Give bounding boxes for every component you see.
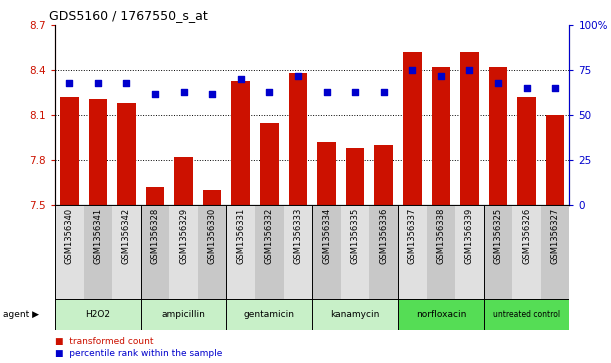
Point [64, 80, 74, 86]
Bar [431, 67, 450, 205]
Point [551, 85, 560, 91]
Point [379, 89, 389, 95]
Point [150, 91, 160, 97]
Bar [117, 103, 136, 205]
Point [236, 76, 246, 82]
Text: ■  transformed count: ■ transformed count [55, 337, 153, 346]
Bar [375, 145, 393, 205]
Bar [312, 299, 398, 330]
Bar [55, 299, 141, 330]
Point [122, 80, 131, 86]
Bar [541, 205, 569, 299]
Point [293, 73, 303, 79]
Text: GSM1356329: GSM1356329 [179, 208, 188, 264]
Bar [84, 205, 112, 299]
Text: untreated control: untreated control [493, 310, 560, 319]
Text: GSM1356334: GSM1356334 [322, 208, 331, 264]
Bar [518, 97, 536, 205]
Point [493, 80, 503, 86]
Bar [55, 205, 84, 299]
Text: ■  percentile rank within the sample: ■ percentile rank within the sample [55, 348, 222, 358]
Bar [146, 187, 164, 205]
Text: GSM1356339: GSM1356339 [465, 208, 474, 264]
Point [436, 73, 445, 79]
Bar [260, 123, 279, 205]
Bar [141, 299, 227, 330]
Bar [460, 52, 478, 205]
Bar [227, 205, 255, 299]
Point [321, 89, 331, 95]
Text: GSM1356337: GSM1356337 [408, 208, 417, 264]
Text: ampicillin: ampicillin [162, 310, 205, 319]
Text: GSM1356332: GSM1356332 [265, 208, 274, 264]
Text: GSM1356327: GSM1356327 [551, 208, 560, 264]
Bar [455, 205, 484, 299]
Point [464, 68, 474, 73]
Point [207, 91, 217, 97]
Bar [403, 52, 422, 205]
Bar [426, 205, 455, 299]
Bar [341, 205, 370, 299]
Bar [370, 205, 398, 299]
Point [265, 89, 274, 95]
Bar [312, 205, 341, 299]
Text: GSM1356335: GSM1356335 [351, 208, 360, 264]
Text: norfloxacin: norfloxacin [415, 310, 466, 319]
Text: GSM1356338: GSM1356338 [436, 208, 445, 264]
Text: GSM1356336: GSM1356336 [379, 208, 388, 264]
Bar [484, 299, 569, 330]
Text: GSM1356341: GSM1356341 [93, 208, 103, 264]
Bar [489, 67, 507, 205]
Bar [141, 205, 169, 299]
Text: H2O2: H2O2 [86, 310, 111, 319]
Bar [255, 205, 284, 299]
Text: kanamycin: kanamycin [331, 310, 380, 319]
Bar [484, 205, 512, 299]
Text: GSM1356331: GSM1356331 [236, 208, 245, 264]
Bar [398, 299, 484, 330]
Bar [317, 142, 336, 205]
Bar [112, 205, 141, 299]
Bar [288, 73, 307, 205]
Bar [546, 115, 565, 205]
Bar [60, 97, 79, 205]
Text: agent ▶: agent ▶ [3, 310, 39, 319]
Text: GSM1356340: GSM1356340 [65, 208, 74, 264]
Bar [284, 205, 312, 299]
Bar [198, 205, 227, 299]
Text: gentamicin: gentamicin [244, 310, 295, 319]
Bar [169, 205, 198, 299]
Bar [89, 99, 107, 205]
Point [522, 85, 532, 91]
Bar [512, 205, 541, 299]
Bar [398, 205, 426, 299]
Bar [174, 157, 193, 205]
Text: GSM1356325: GSM1356325 [494, 208, 502, 264]
Text: GSM1356333: GSM1356333 [293, 208, 302, 264]
Bar [346, 148, 364, 205]
Text: GDS5160 / 1767550_s_at: GDS5160 / 1767550_s_at [49, 9, 208, 22]
Text: GSM1356328: GSM1356328 [150, 208, 159, 264]
Point [350, 89, 360, 95]
Text: GSM1356330: GSM1356330 [208, 208, 217, 264]
Point [408, 68, 417, 73]
Point [178, 89, 188, 95]
Text: GSM1356326: GSM1356326 [522, 208, 531, 264]
Bar [232, 81, 250, 205]
Text: GSM1356342: GSM1356342 [122, 208, 131, 264]
Point [93, 80, 103, 86]
Bar [203, 190, 221, 205]
Bar [227, 299, 312, 330]
